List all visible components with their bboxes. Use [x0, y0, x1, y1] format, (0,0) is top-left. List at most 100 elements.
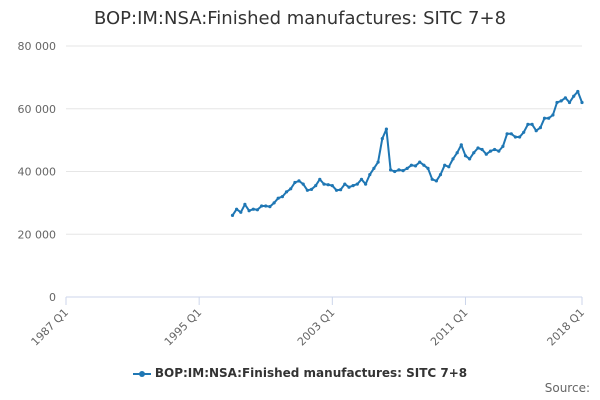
data-point[interactable]: [509, 132, 513, 136]
data-point[interactable]: [364, 182, 368, 186]
data-point[interactable]: [284, 190, 289, 194]
axis-layer: 0 20 000 40 000 60 000 80 000 1987 Q1 1995 Q1 2…: [18, 40, 588, 348]
data-point[interactable]: [505, 132, 509, 136]
data-point[interactable]: [434, 179, 438, 183]
data-point[interactable]: [542, 116, 547, 120]
data-point[interactable]: [555, 100, 559, 105]
data-point[interactable]: [355, 182, 359, 186]
data-point[interactable]: [334, 188, 339, 192]
data-point[interactable]: [276, 196, 280, 200]
data-point[interactable]: [438, 173, 443, 177]
data-point[interactable]: [430, 177, 434, 181]
data-point[interactable]: [376, 160, 380, 164]
data-point[interactable]: [330, 184, 334, 188]
data-point[interactable]: [372, 166, 376, 170]
data-point[interactable]: [305, 188, 309, 192]
data-point[interactable]: [351, 184, 355, 188]
data-point[interactable]: [493, 147, 497, 152]
data-point[interactable]: [326, 183, 330, 187]
y-tick-label: 20 000: [18, 228, 57, 241]
data-point[interactable]: [538, 126, 543, 130]
data-point[interactable]: [463, 154, 468, 158]
data-point[interactable]: [451, 157, 455, 161]
data-point[interactable]: [455, 151, 459, 155]
data-point[interactable]: [476, 146, 480, 150]
data-point[interactable]: [426, 166, 430, 170]
y-tick-label: 80 000: [18, 40, 57, 53]
data-point[interactable]: [534, 129, 538, 133]
data-point[interactable]: [401, 169, 405, 173]
data-point[interactable]: [309, 187, 314, 191]
data-point[interactable]: [501, 144, 505, 148]
data-point[interactable]: [530, 122, 534, 126]
data-point[interactable]: [522, 130, 526, 134]
data-point[interactable]: [264, 204, 268, 208]
data-point[interactable]: [422, 163, 426, 167]
data-point[interactable]: [518, 135, 522, 139]
data-point[interactable]: [393, 169, 397, 174]
data-point[interactable]: [472, 151, 476, 155]
series-layer[interactable]: [230, 89, 584, 217]
data-point[interactable]: [359, 177, 364, 181]
data-point[interactable]: [251, 207, 255, 211]
data-point[interactable]: [230, 213, 235, 217]
data-point[interactable]: [389, 168, 393, 172]
chart-title: BOP:IM:NSA:Finished manufactures: SITC 7…: [93, 8, 507, 29]
data-point[interactable]: [272, 201, 276, 205]
data-point[interactable]: [384, 127, 388, 131]
data-point[interactable]: [368, 173, 372, 177]
series-line[interactable]: [231, 90, 583, 216]
data-point[interactable]: [247, 209, 251, 213]
x-tick-label: 2011 Q1: [428, 306, 471, 349]
data-point[interactable]: [314, 184, 318, 188]
data-point[interactable]: [413, 164, 418, 168]
data-point[interactable]: [576, 89, 580, 94]
data-point[interactable]: [551, 113, 555, 117]
data-point[interactable]: [239, 210, 243, 214]
data-point[interactable]: [268, 205, 272, 209]
data-point[interactable]: [488, 149, 493, 153]
data-point[interactable]: [405, 166, 409, 170]
data-point[interactable]: [418, 160, 422, 164]
data-point[interactable]: [468, 157, 472, 161]
data-point[interactable]: [563, 96, 568, 100]
legend-marker-icon: [132, 370, 151, 378]
data-point[interactable]: [255, 208, 259, 212]
data-point[interactable]: [293, 180, 297, 185]
data-point[interactable]: [447, 165, 451, 169]
x-tick-label: 2018 Q1: [545, 306, 588, 349]
data-point[interactable]: [567, 100, 572, 105]
data-point[interactable]: [443, 163, 447, 167]
data-point[interactable]: [301, 182, 305, 186]
data-point[interactable]: [318, 177, 322, 181]
data-point[interactable]: [380, 137, 384, 141]
data-point[interactable]: [580, 100, 584, 105]
data-point[interactable]: [559, 99, 563, 103]
data-point[interactable]: [243, 202, 247, 206]
data-point[interactable]: [280, 195, 284, 199]
data-point[interactable]: [409, 163, 413, 167]
data-point[interactable]: [547, 116, 551, 120]
data-point[interactable]: [260, 204, 264, 208]
source-label: Source:: [544, 381, 590, 395]
data-point[interactable]: [572, 94, 576, 98]
data-point[interactable]: [513, 135, 518, 139]
data-point[interactable]: [347, 185, 351, 189]
data-point[interactable]: [297, 179, 301, 183]
data-point[interactable]: [526, 122, 530, 126]
data-point[interactable]: [322, 182, 326, 186]
data-point[interactable]: [235, 207, 239, 211]
data-point[interactable]: [497, 149, 501, 153]
y-tick-label: 0: [49, 291, 56, 304]
data-point[interactable]: [343, 182, 347, 186]
x-tick-label: 1995 Q1: [162, 306, 205, 349]
data-point[interactable]: [484, 152, 488, 156]
data-point[interactable]: [339, 188, 343, 192]
data-point[interactable]: [459, 143, 463, 147]
y-tick-label: 40 000: [18, 166, 57, 179]
data-point[interactable]: [289, 187, 293, 191]
data-point[interactable]: [480, 147, 484, 152]
data-point[interactable]: [397, 168, 401, 172]
legend[interactable]: BOP:IM:NSA:Finished manufactures: SITC 7…: [0, 366, 600, 380]
